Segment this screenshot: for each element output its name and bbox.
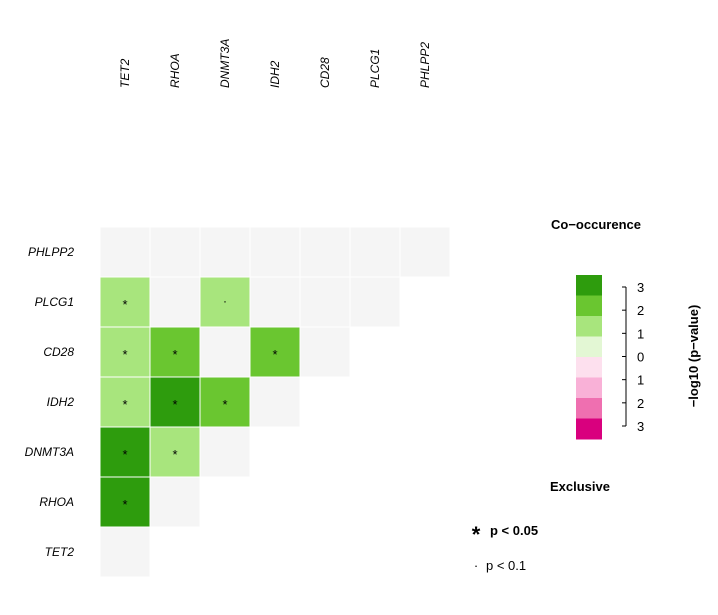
row-label-rhoa: RHOA	[39, 495, 74, 509]
column-label-phlpp2: PHLPP2	[418, 42, 432, 88]
significance-mark: *	[272, 347, 277, 362]
heatmap-cell-idh2-dnmt3a	[200, 377, 250, 427]
diagonal-cell-dnmt3a	[200, 427, 250, 477]
heatmap-cell-plcg1-rhoa	[150, 277, 200, 327]
heatmap-cell-phlpp2-dnmt3a	[200, 227, 250, 277]
legend-swatch	[576, 377, 602, 399]
heatmap-cell-cd28-tet2	[100, 327, 150, 377]
column-label-rhoa: RHOA	[168, 53, 182, 88]
row-label-cd28: CD28	[43, 345, 74, 359]
heatmap-cell-idh2-rhoa	[150, 377, 200, 427]
row-label-phlpp2: PHLPP2	[28, 245, 74, 259]
heatmap-cell-dnmt3a-tet2	[100, 427, 150, 477]
significance-legend-label: p < 0.05	[490, 523, 538, 538]
row-label-tet2: TET2	[45, 545, 75, 559]
significance-mark: *	[172, 397, 177, 412]
significance-mark: *	[122, 297, 127, 312]
legend-tick-label: 3	[637, 280, 644, 295]
legend-tick-label: 2	[637, 303, 644, 318]
heatmap-cell-phlpp2-plcg1	[350, 227, 400, 277]
heatmap-cell-dnmt3a-rhoa	[150, 427, 200, 477]
significance-mark: *	[122, 397, 127, 412]
heatmap-cell-phlpp2-idh2	[250, 227, 300, 277]
legend-tick-label: 3	[637, 419, 644, 434]
significance-mark: *	[172, 347, 177, 362]
significance-legend-label: p < 0.1	[486, 558, 526, 573]
heatmap-cell-plcg1-tet2	[100, 277, 150, 327]
legend-tick-label: 0	[637, 350, 644, 365]
row-label-plcg1: PLCG1	[35, 295, 74, 309]
significance-mark: ·	[223, 294, 227, 308]
heatmap-cell-rhoa-tet2	[100, 477, 150, 527]
legend-swatch	[576, 357, 602, 378]
heatmap-cell-plcg1-dnmt3a	[200, 277, 250, 327]
row-label-idh2: IDH2	[47, 395, 75, 409]
significance-mark: *	[122, 497, 127, 512]
heatmap-cell-idh2-tet2	[100, 377, 150, 427]
significance-mark: *	[222, 397, 227, 412]
significance-mark: *	[122, 447, 127, 462]
column-label-plcg1: PLCG1	[368, 49, 382, 88]
heatmap-cell-cd28-dnmt3a	[200, 327, 250, 377]
heatmap-cell-phlpp2-cd28	[300, 227, 350, 277]
significance-mark: *	[172, 447, 177, 462]
heatmap-cell-cd28-rhoa	[150, 327, 200, 377]
column-label-cd28: CD28	[318, 57, 332, 88]
legend-tick-label: 1	[637, 326, 644, 341]
significance-legend-symbol: ·	[474, 558, 478, 573]
legend-title-cooccurrence: Co−occurence	[551, 217, 641, 232]
legend-swatch	[576, 418, 602, 440]
significance-legend-symbol: *	[472, 522, 481, 547]
heatmap-cell-phlpp2-rhoa	[150, 227, 200, 277]
diagonal-cell-tet2	[100, 527, 150, 577]
diagonal-cell-idh2	[250, 377, 300, 427]
legend-swatch	[576, 336, 602, 358]
heatmap-cell-phlpp2-tet2	[100, 227, 150, 277]
legend-axis-label: −log10 (p−value)	[686, 305, 701, 408]
heatmap-cell-plcg1-cd28	[300, 277, 350, 327]
heatmap-cell-cd28-idh2	[250, 327, 300, 377]
diagonal-cell-cd28	[300, 327, 350, 377]
legend-tick-label: 2	[637, 396, 644, 411]
column-label-dnmt3a: DNMT3A	[218, 39, 232, 88]
heatmap-cell-plcg1-idh2	[250, 277, 300, 327]
legend-swatch	[576, 398, 602, 419]
diagonal-cell-rhoa	[150, 477, 200, 527]
significance-mark: *	[122, 347, 127, 362]
legend-title-exclusive: Exclusive	[550, 479, 610, 494]
column-label-idh2: IDH2	[268, 60, 282, 88]
row-label-dnmt3a: DNMT3A	[25, 445, 74, 459]
diagonal-cell-plcg1	[350, 277, 400, 327]
legend-swatch	[576, 295, 602, 317]
legend-tick-label: 1	[637, 373, 644, 388]
legend-swatch	[576, 275, 602, 296]
legend-swatch	[576, 316, 602, 337]
diagonal-cell-phlpp2	[400, 227, 450, 277]
column-label-tet2: TET2	[118, 58, 132, 88]
